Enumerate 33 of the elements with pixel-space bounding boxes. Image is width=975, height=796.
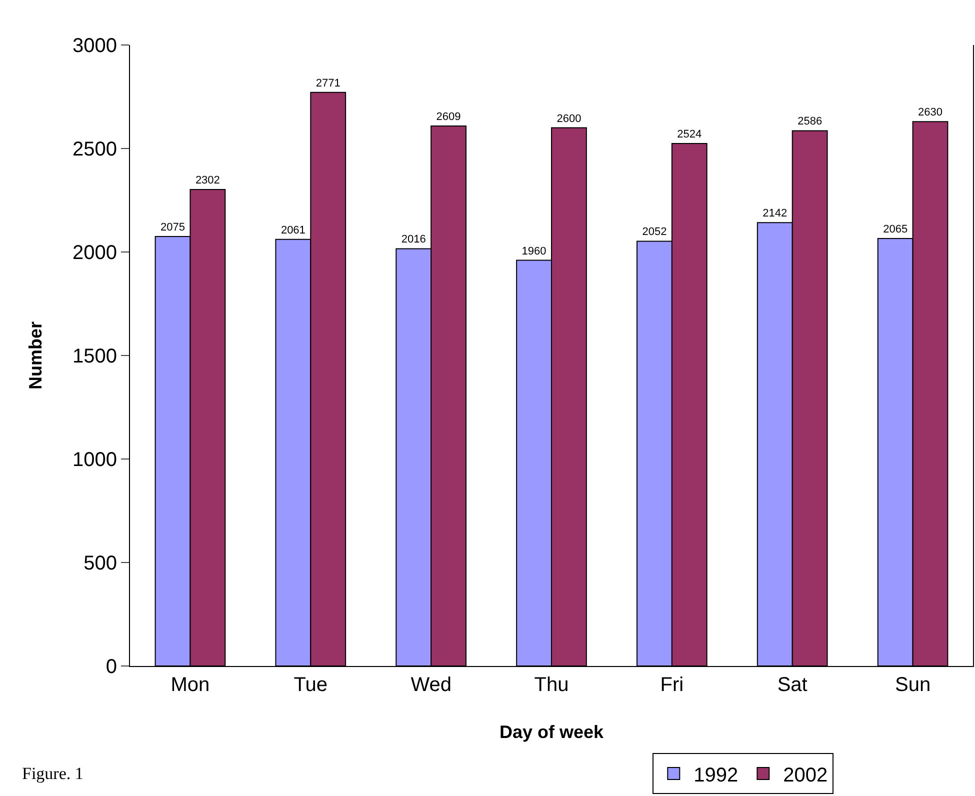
data-label: 2075 (160, 221, 185, 234)
legend-label: 2002 (783, 764, 828, 786)
x-tick-label: Sat (777, 674, 808, 696)
data-label: 2061 (280, 224, 306, 236)
data-label: 1960 (522, 245, 546, 258)
y-tick-label: 2500 (72, 138, 117, 160)
data-label: 2052 (642, 226, 667, 238)
x-axis-title: Day of week (499, 722, 605, 742)
data-label: 2771 (316, 77, 340, 90)
data-label: 2630 (918, 106, 942, 119)
text: Figure. 1 (22, 764, 84, 783)
x-tick-label: Thu (534, 674, 569, 696)
x-tick-label: Mon (170, 674, 210, 696)
legend-label: 1992 (694, 764, 738, 786)
x-tick-label: Fri (660, 674, 684, 696)
y-axis-title: Number (26, 321, 46, 390)
y-tick-label: 500 (84, 552, 117, 574)
y-tick-label: 0 (106, 656, 117, 678)
x-tick-label: Tue (294, 674, 328, 696)
x-tick-label: Sun (894, 674, 931, 696)
data-label: 2302 (195, 174, 220, 186)
data-label: 2142 (762, 208, 788, 220)
data-label: 2600 (556, 112, 582, 125)
data-label: 2609 (436, 110, 461, 123)
y-tick-label: 1500 (72, 346, 117, 368)
y-tick-label: 2000 (72, 242, 117, 264)
data-label: 2016 (401, 234, 426, 246)
x-tick-label: Wed (410, 674, 452, 696)
data-label: 2586 (798, 116, 822, 128)
data-label: 2065 (883, 224, 908, 236)
y-tick-label: 3000 (72, 35, 117, 57)
data-label: 2524 (677, 128, 702, 141)
y-tick-label: 1000 (72, 449, 117, 471)
